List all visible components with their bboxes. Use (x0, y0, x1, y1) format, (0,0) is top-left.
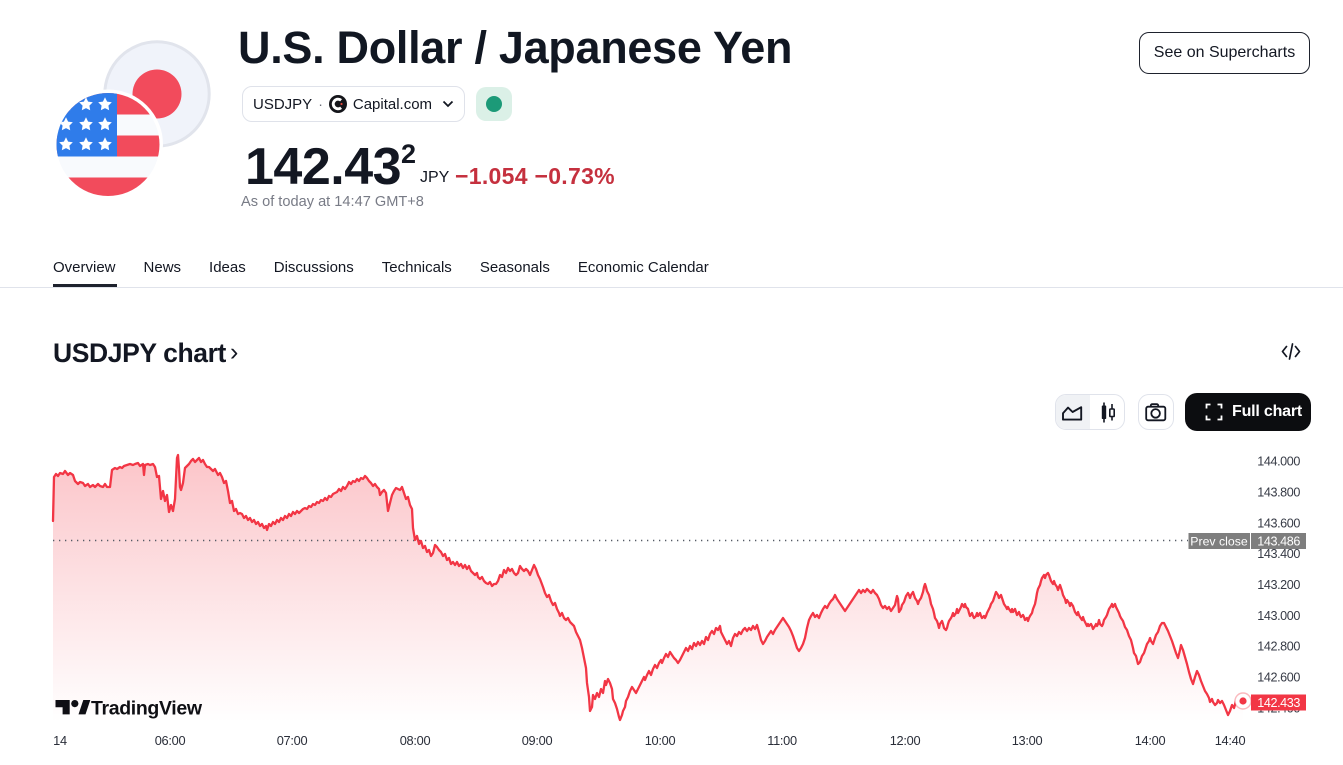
svg-text:Prev close: Prev close (1190, 535, 1248, 549)
svg-text:TradingView: TradingView (91, 698, 203, 720)
svg-text:11:00: 11:00 (767, 733, 797, 748)
svg-text:143.000: 143.000 (1257, 609, 1300, 623)
svg-text:14: 14 (53, 733, 67, 748)
svg-text:142.800: 142.800 (1257, 640, 1300, 654)
svg-text:143.486: 143.486 (1257, 535, 1300, 549)
svg-text:143.600: 143.600 (1257, 517, 1300, 531)
svg-text:14:00: 14:00 (1135, 733, 1166, 748)
svg-text:143.400: 143.400 (1257, 547, 1300, 561)
svg-text:12:00: 12:00 (890, 733, 921, 748)
svg-text:09:00: 09:00 (522, 733, 553, 748)
svg-text:14:40: 14:40 (1215, 733, 1246, 748)
svg-text:144.000: 144.000 (1257, 455, 1300, 469)
svg-text:10:00: 10:00 (645, 733, 676, 748)
svg-text:142.433: 142.433 (1257, 696, 1300, 710)
svg-text:143.200: 143.200 (1257, 578, 1300, 592)
svg-text:13:00: 13:00 (1012, 733, 1043, 748)
svg-text:143.800: 143.800 (1257, 486, 1300, 500)
svg-text:07:00: 07:00 (277, 733, 308, 748)
svg-text:142.600: 142.600 (1257, 671, 1300, 685)
svg-text:06:00: 06:00 (155, 733, 186, 748)
svg-text:08:00: 08:00 (400, 733, 431, 748)
